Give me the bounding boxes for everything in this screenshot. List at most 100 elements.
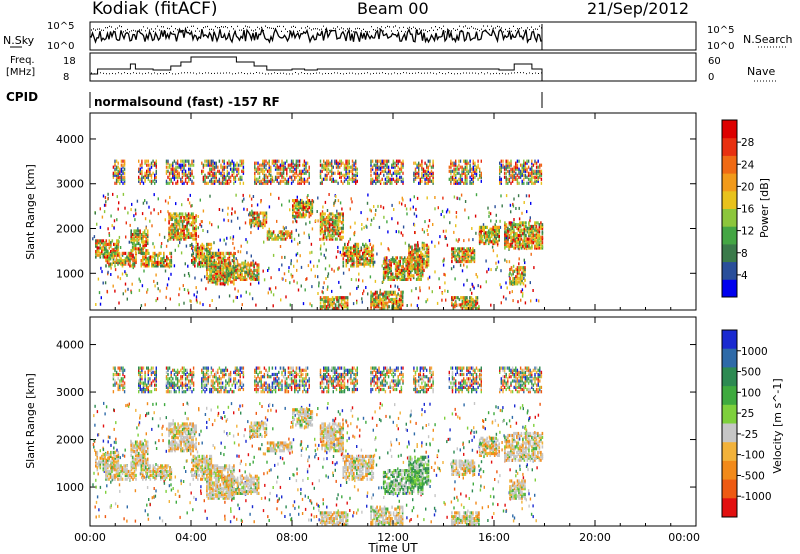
power-cell: [353, 173, 355, 177]
nave-dot: [211, 72, 212, 74]
nave-dot: [430, 72, 431, 74]
power-cell: [167, 161, 169, 165]
power-cell: [323, 253, 325, 257]
power-cell: [274, 165, 277, 169]
power-cell: [380, 204, 382, 208]
power-cell: [411, 247, 413, 251]
power-cell: [350, 253, 352, 257]
power-cell: [173, 175, 176, 179]
power-cell: [249, 222, 251, 226]
power-cell: [192, 257, 195, 261]
power-cell: [386, 306, 389, 311]
power-cell: [353, 161, 355, 165]
power-cell: [301, 213, 303, 217]
power-cell: [307, 194, 309, 197]
power-cell: [519, 171, 522, 175]
power-cell: [152, 179, 154, 183]
power-cell: [153, 193, 155, 197]
power-cell: [461, 259, 464, 264]
power-cell: [445, 229, 447, 233]
power-cell: [369, 260, 372, 264]
power-cell: [286, 169, 288, 173]
power-cell: [347, 242, 349, 246]
power-cell: [481, 225, 484, 229]
power-cell: [506, 260, 508, 264]
power-cell: [373, 303, 375, 307]
power-cell: [355, 161, 357, 165]
power-cell: [516, 244, 518, 248]
power-cell: [216, 253, 219, 257]
power-cell: [421, 167, 423, 171]
power-cell: [466, 259, 468, 264]
power-cell: [114, 289, 116, 293]
power-cell: [348, 250, 351, 254]
power-cell: [161, 260, 164, 264]
power-cell: [531, 177, 533, 181]
power-cell: [490, 227, 493, 231]
power-cell: [187, 264, 189, 268]
power-cell: [127, 251, 130, 255]
power-cell: [345, 173, 347, 177]
power-cell: [375, 171, 377, 175]
power-cell: [419, 179, 421, 183]
power-cell: [513, 218, 515, 221]
power-cell: [241, 261, 243, 265]
power-cell: [303, 159, 306, 163]
power-cell: [416, 196, 419, 200]
power-cell: [321, 181, 323, 185]
power-cell: [279, 179, 282, 183]
power-cell: [272, 293, 275, 297]
power-cell: [213, 259, 216, 263]
power-cell: [528, 241, 530, 245]
power-cell: [451, 252, 453, 256]
power-cell: [461, 258, 464, 262]
power-cell: [244, 272, 246, 276]
power-cell: [508, 179, 511, 183]
power-cell: [206, 248, 208, 252]
power-cell: [499, 283, 501, 287]
power-cell: [418, 167, 420, 171]
power-cell: [504, 258, 506, 262]
power-cell: [137, 241, 140, 246]
power-cell: [511, 173, 514, 177]
power-cell: [195, 219, 197, 223]
power-cell: [311, 206, 314, 210]
power-cell: [149, 179, 151, 183]
power-cell: [406, 212, 408, 216]
power-cell: [322, 216, 325, 220]
power-cell: [278, 181, 280, 185]
power-cell: [98, 241, 100, 245]
power-cell: [502, 165, 504, 169]
power-cell: [444, 236, 447, 240]
power-cell: [167, 181, 169, 185]
power-cell: [135, 259, 137, 263]
power-cell: [255, 216, 257, 221]
power-cell: [298, 211, 300, 215]
power-cell: [304, 207, 306, 212]
power-cell: [281, 233, 284, 238]
power-cell: [289, 167, 291, 171]
power-cell: [283, 227, 285, 231]
power-cell: [173, 167, 176, 171]
power-cell: [256, 268, 258, 272]
nave-dot: [529, 72, 530, 74]
power-cell: [282, 169, 285, 173]
power-cell: [423, 258, 425, 262]
power-cell: [327, 301, 329, 305]
power-cell: [235, 276, 237, 280]
power-cell: [270, 276, 272, 280]
power-cell: [519, 273, 522, 277]
power-cell: [334, 230, 337, 234]
power-cell: [493, 229, 496, 233]
power-cell: [414, 267, 416, 271]
power-cell: [153, 208, 155, 212]
power-cell: [525, 228, 527, 232]
power-cell: [350, 169, 352, 173]
power-cell: [319, 306, 322, 311]
power-cell: [215, 179, 217, 183]
power-cell: [496, 254, 498, 258]
power-cell: [413, 223, 416, 227]
power-cell: [328, 235, 331, 239]
power-cell: [418, 173, 420, 177]
power-cell: [479, 167, 481, 171]
